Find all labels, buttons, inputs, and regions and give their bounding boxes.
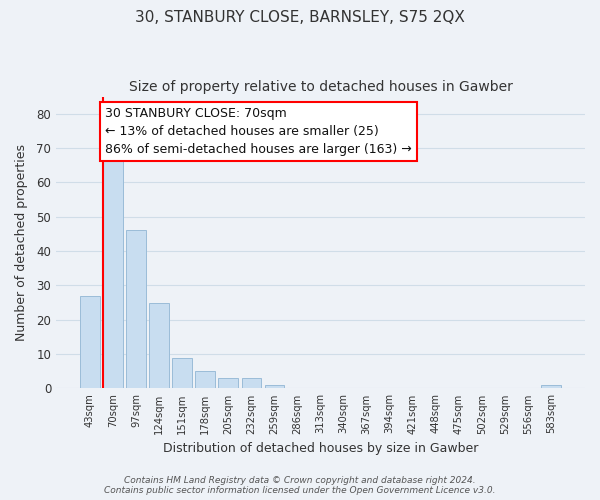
Bar [126, 230, 146, 388]
Title: Size of property relative to detached houses in Gawber: Size of property relative to detached ho… [128, 80, 512, 94]
Bar [541, 385, 561, 388]
Y-axis label: Number of detached properties: Number of detached properties [15, 144, 28, 341]
Bar [149, 302, 169, 388]
Text: 30 STANBURY CLOSE: 70sqm
← 13% of detached houses are smaller (25)
86% of semi-d: 30 STANBURY CLOSE: 70sqm ← 13% of detach… [105, 107, 412, 156]
Bar [103, 158, 123, 388]
X-axis label: Distribution of detached houses by size in Gawber: Distribution of detached houses by size … [163, 442, 478, 455]
Text: Contains HM Land Registry data © Crown copyright and database right 2024.
Contai: Contains HM Land Registry data © Crown c… [104, 476, 496, 495]
Bar [172, 358, 192, 388]
Bar [242, 378, 261, 388]
Bar [80, 296, 100, 388]
Text: 30, STANBURY CLOSE, BARNSLEY, S75 2QX: 30, STANBURY CLOSE, BARNSLEY, S75 2QX [135, 10, 465, 25]
Bar [265, 385, 284, 388]
Bar [196, 372, 215, 388]
Bar [218, 378, 238, 388]
